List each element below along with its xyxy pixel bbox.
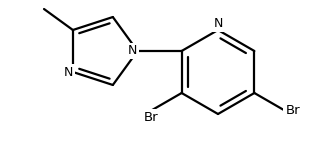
Text: N: N bbox=[213, 17, 223, 30]
Text: Br: Br bbox=[285, 104, 300, 117]
Text: N: N bbox=[128, 45, 137, 58]
Text: N: N bbox=[63, 66, 73, 79]
Text: Br: Br bbox=[143, 111, 158, 124]
